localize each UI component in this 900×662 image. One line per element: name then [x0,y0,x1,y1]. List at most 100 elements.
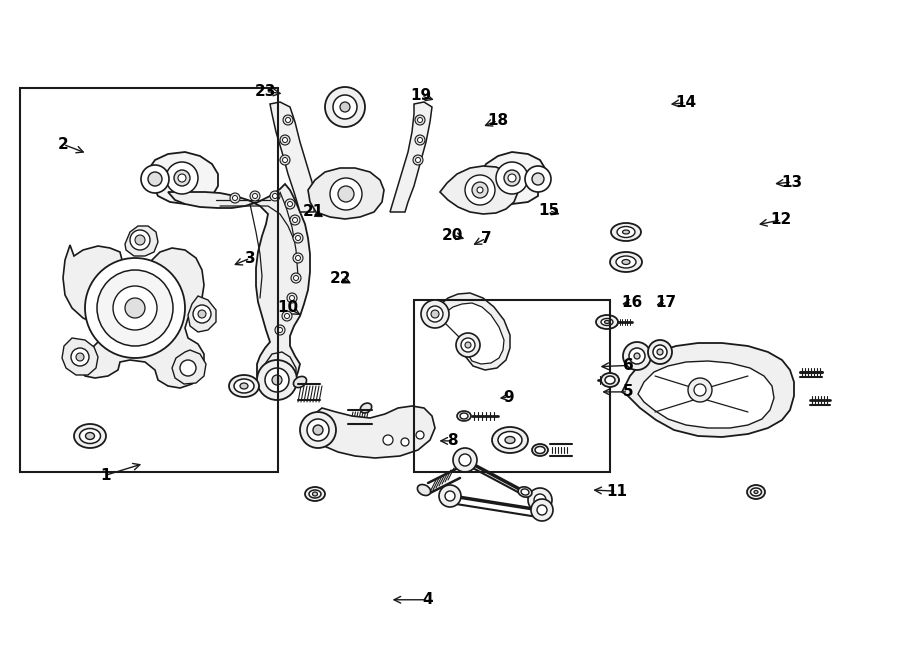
Polygon shape [168,184,310,392]
Circle shape [418,138,422,142]
Circle shape [525,166,551,192]
Text: 17: 17 [655,295,677,310]
Polygon shape [480,152,546,204]
Circle shape [325,87,365,127]
Ellipse shape [79,428,101,444]
Circle shape [253,193,257,199]
Ellipse shape [616,256,636,268]
Text: 8: 8 [447,434,458,448]
Circle shape [291,273,301,283]
Circle shape [230,193,240,203]
Circle shape [421,300,449,328]
Ellipse shape [229,375,259,397]
Circle shape [275,325,285,335]
Circle shape [307,419,329,441]
Polygon shape [62,338,98,375]
Text: 22: 22 [329,271,351,285]
Ellipse shape [312,492,318,496]
Circle shape [283,138,287,142]
Ellipse shape [610,252,642,272]
Circle shape [401,438,409,446]
Circle shape [257,360,297,400]
Circle shape [285,199,295,209]
Ellipse shape [596,315,618,329]
Text: 12: 12 [770,213,792,227]
Ellipse shape [754,491,758,493]
Circle shape [653,345,667,359]
Polygon shape [148,152,218,204]
Text: 13: 13 [781,175,803,189]
Ellipse shape [623,230,629,234]
Circle shape [148,172,162,186]
Circle shape [634,353,640,359]
Circle shape [97,270,173,346]
Text: 6: 6 [623,358,634,373]
Circle shape [465,342,471,348]
Circle shape [285,117,291,122]
Ellipse shape [234,379,254,393]
Circle shape [135,235,145,245]
Ellipse shape [622,260,630,265]
Ellipse shape [605,320,609,324]
Polygon shape [63,245,204,388]
Circle shape [459,454,471,466]
Circle shape [277,328,283,332]
Circle shape [287,201,292,207]
Text: 5: 5 [623,385,634,399]
Circle shape [85,258,185,358]
Ellipse shape [360,403,372,413]
Circle shape [657,349,663,355]
Polygon shape [308,168,384,219]
Circle shape [166,162,198,194]
Text: 2: 2 [58,137,68,152]
Circle shape [300,412,336,448]
Circle shape [534,494,546,506]
Circle shape [418,117,422,122]
Polygon shape [270,102,316,212]
Circle shape [180,360,196,376]
Ellipse shape [747,485,765,499]
Circle shape [287,293,297,303]
Circle shape [496,162,528,194]
Ellipse shape [309,490,321,498]
Circle shape [270,191,280,201]
Circle shape [293,233,303,243]
Circle shape [76,353,84,361]
Circle shape [537,505,547,515]
Bar [414,300,610,472]
Circle shape [198,310,206,318]
Circle shape [477,187,483,193]
Circle shape [528,488,552,512]
Text: 10: 10 [277,301,299,315]
Circle shape [295,236,301,240]
Circle shape [439,485,461,507]
Circle shape [282,311,292,321]
Circle shape [284,314,290,318]
Circle shape [178,174,186,182]
Circle shape [125,298,145,318]
Polygon shape [622,343,794,437]
Circle shape [688,378,712,402]
Text: 11: 11 [606,484,627,498]
Circle shape [648,340,672,364]
Text: 3: 3 [245,251,256,265]
Circle shape [272,375,282,385]
Polygon shape [638,361,774,428]
Circle shape [265,368,289,392]
Circle shape [174,170,190,186]
Circle shape [453,448,477,472]
Circle shape [113,286,157,330]
Circle shape [313,425,323,435]
Circle shape [340,102,350,112]
Polygon shape [188,296,216,332]
Circle shape [416,431,424,439]
Ellipse shape [521,489,529,495]
Circle shape [232,195,238,201]
Circle shape [338,186,354,202]
Text: 23: 23 [255,84,276,99]
Circle shape [280,155,290,165]
Ellipse shape [518,487,532,497]
Circle shape [415,115,425,125]
Circle shape [694,384,706,396]
Ellipse shape [601,373,619,387]
